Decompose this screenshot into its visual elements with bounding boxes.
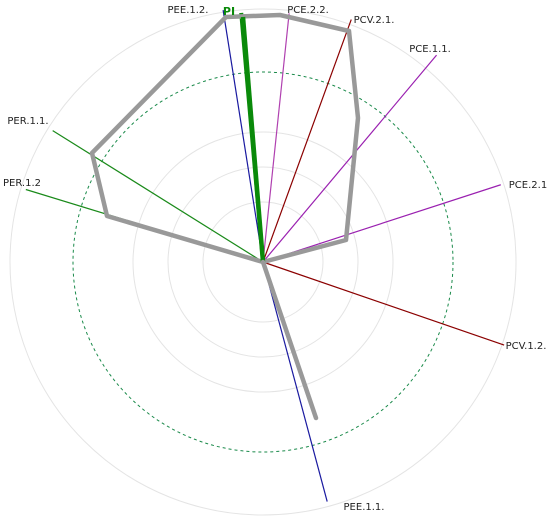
axis-line — [262, 261, 505, 346]
axis-line — [222, 10, 264, 263]
axis-label: PCE.2.2. — [287, 5, 329, 16]
grid-ring — [9, 8, 517, 516]
pee11-profile-line — [260, 259, 319, 421]
axis-label: PER.1.1. — [7, 116, 48, 127]
axis-label: PCV.2.1. — [354, 15, 395, 26]
axis-lines — [25, 10, 505, 502]
axis-line — [262, 184, 501, 263]
profile-series — [89, 12, 361, 421]
dashed-ring — [72, 71, 454, 453]
grid-rings — [9, 8, 517, 516]
grid-ring — [202, 201, 324, 323]
axis-label: PEE.1.1. — [344, 502, 385, 513]
axis-label: PER.1.2 — [3, 178, 41, 189]
axis-labels: PI PEE.1.2. PCE.2.2. PCV.2.1. PCE.1.1. PCE.2.… — [3, 5, 547, 513]
axis-line — [52, 130, 264, 263]
axis-label: PI — [223, 5, 235, 18]
axis-line — [262, 261, 328, 502]
pi-profile-line — [240, 16, 266, 263]
axis-label: PEE.1.2. — [168, 5, 209, 16]
axis-label: PCV.1.2. — [506, 341, 547, 352]
axis-line — [262, 19, 352, 263]
profile-polyline — [89, 12, 361, 265]
axis-label: PCE.2.1 — [509, 180, 547, 191]
grid-ring — [132, 131, 394, 393]
grid-ring — [167, 166, 359, 358]
axis-line — [262, 13, 290, 263]
axis-line — [262, 54, 438, 263]
axis-label: PCE.1.1. — [409, 44, 451, 55]
